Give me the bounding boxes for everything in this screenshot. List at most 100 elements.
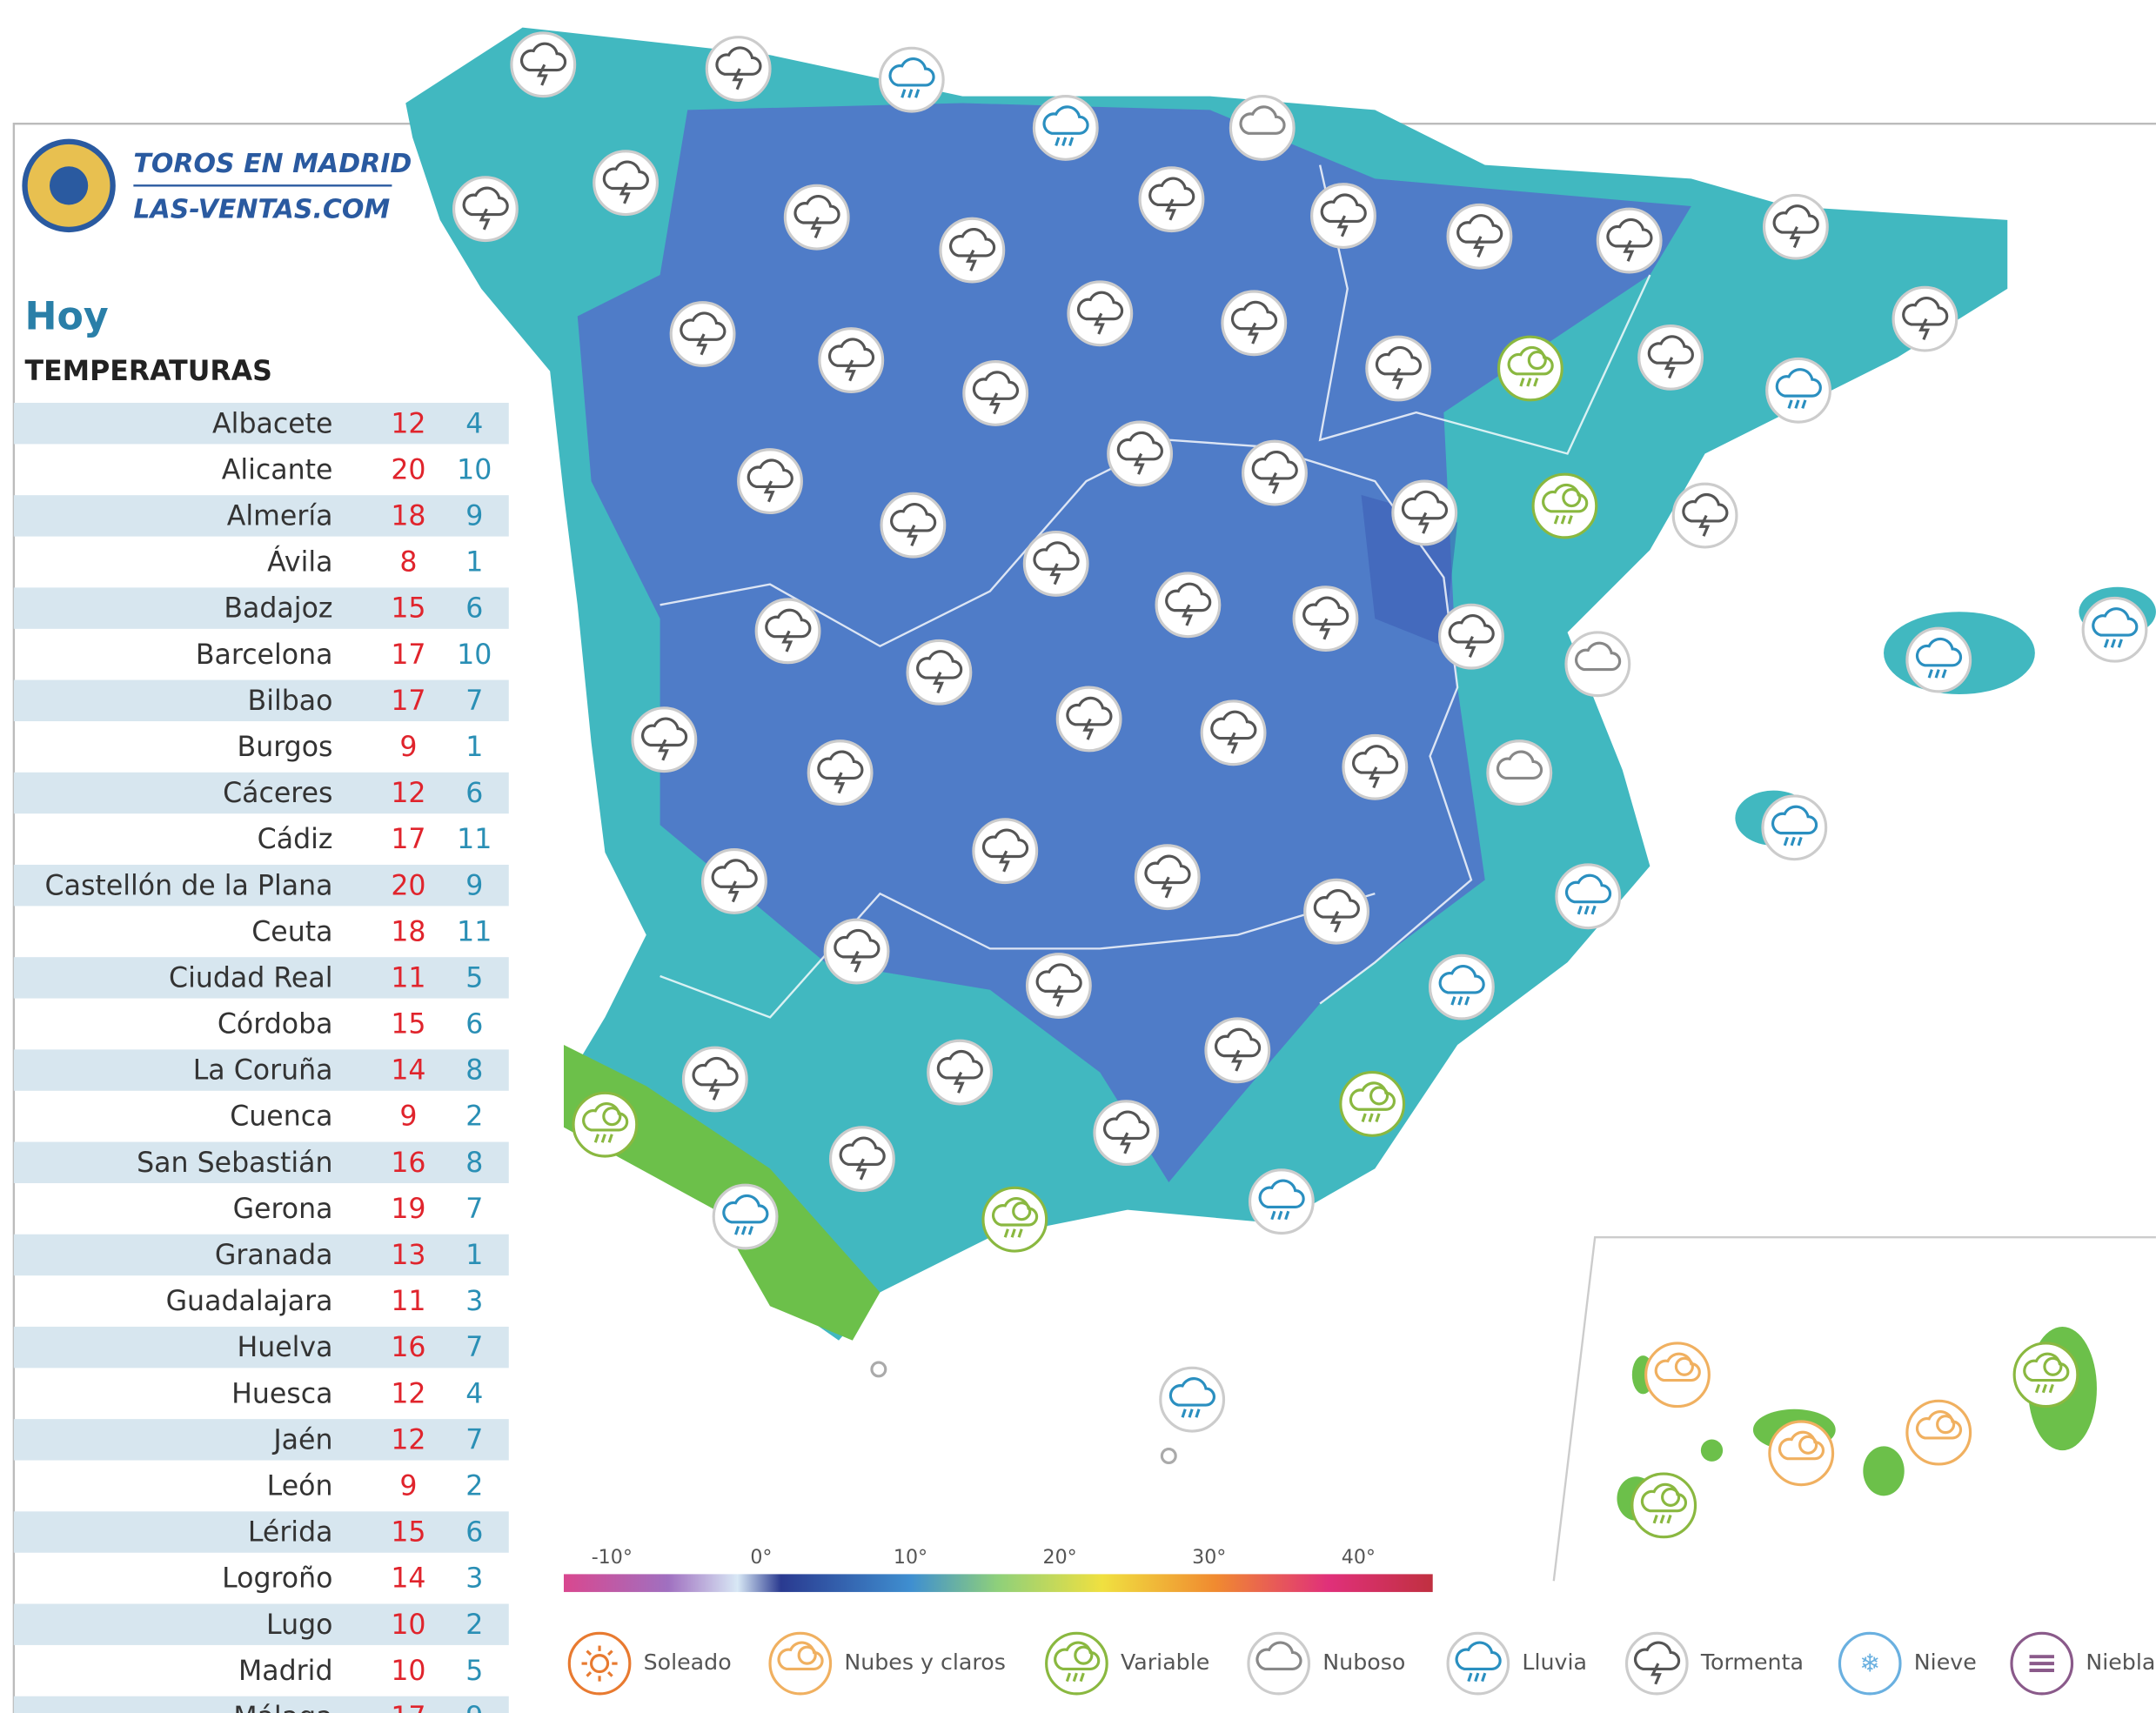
legend-label: Nuboso — [1322, 1649, 1405, 1675]
weather-icon — [808, 741, 872, 805]
weather-icon — [1673, 484, 1737, 547]
max-temperature: 18 — [391, 916, 425, 947]
max-temperature: 17 — [391, 686, 425, 717]
min-temperature: 11 — [457, 824, 492, 855]
weather-icon — [1034, 97, 1097, 160]
min-temperature: 2 — [465, 1609, 483, 1641]
legend-label: Lluvia — [1522, 1649, 1587, 1675]
weather-icon — [1294, 587, 1357, 651]
weather-icon — [825, 920, 888, 983]
logo-line-1: TOROS EN MADRID — [133, 149, 412, 179]
scale-label: -10° — [592, 1546, 633, 1569]
min-temperature: 2 — [465, 1101, 483, 1133]
weather-icon — [713, 1185, 777, 1248]
min-temperature: 6 — [465, 593, 483, 625]
logo-line-2: LAS-VENTAS.COM — [133, 194, 390, 224]
max-temperature: 18 — [391, 500, 425, 532]
min-temperature: 4 — [465, 1378, 483, 1409]
weather-icon — [2083, 598, 2146, 661]
weather-icon — [1057, 687, 1121, 751]
max-temperature: 12 — [391, 1424, 425, 1455]
weather-icon — [1764, 195, 1828, 258]
scale-label: 30° — [1192, 1546, 1226, 1569]
weather-icon — [880, 48, 943, 111]
city-name: Castellón de la Plana — [45, 870, 333, 901]
weather-icon — [1305, 880, 1369, 943]
weather-icon — [1440, 605, 1503, 668]
weather-icon — [974, 820, 1037, 883]
max-temperature: 20 — [391, 870, 425, 901]
row-background — [14, 1419, 509, 1460]
min-temperature: 9 — [465, 1702, 483, 1713]
min-temperature: 7 — [465, 1332, 483, 1363]
icon-snow: ❄ — [1859, 1649, 1880, 1678]
city-name: Lugo — [266, 1609, 332, 1641]
max-temperature: 17 — [391, 824, 425, 855]
weather-icon — [1488, 741, 1551, 805]
weather-icon — [1448, 204, 1511, 268]
min-temperature: 9 — [465, 500, 483, 532]
weather-icon — [1108, 422, 1172, 485]
legend-label: Nubes y claros — [844, 1649, 1006, 1675]
max-temperature: 20 — [391, 454, 425, 485]
weather-icon: ❄ — [1839, 1633, 1900, 1694]
scale-label: 20° — [1043, 1546, 1077, 1569]
scale-label: 0° — [750, 1546, 772, 1569]
city-name: San Sebastián — [137, 1148, 332, 1179]
max-temperature: 11 — [391, 1286, 425, 1317]
max-temperature: 14 — [391, 1055, 425, 1087]
min-temperature: 3 — [465, 1286, 483, 1317]
page: TOROS EN MADRID LAS-VENTAS.COM Hoy TEMPE… — [0, 0, 2156, 1713]
icon-circle — [569, 1633, 630, 1694]
weather-icon — [1024, 532, 1088, 596]
weather-icon — [739, 450, 802, 513]
min-temperature: 8 — [465, 1148, 483, 1179]
city-name: Cádiz — [258, 824, 333, 855]
city-name: Bilbao — [248, 686, 333, 717]
city-name: Jaén — [271, 1424, 332, 1455]
weather-icon — [1767, 358, 1831, 422]
weather-icon — [1893, 287, 1957, 351]
weather-icon — [1646, 1343, 1710, 1407]
legend-label: Variable — [1121, 1649, 1209, 1675]
max-temperature: 17 — [391, 639, 425, 671]
max-temperature: 9 — [399, 732, 417, 763]
max-temperature: 10 — [391, 1609, 425, 1641]
weather-icon — [569, 1633, 630, 1694]
city-name: León — [267, 1471, 333, 1502]
weather-icon — [706, 37, 770, 101]
weather-icon — [1161, 1368, 1224, 1431]
weather-icon — [703, 850, 767, 913]
max-temperature: 12 — [391, 778, 425, 809]
weather-icon — [671, 303, 734, 366]
color-scale — [564, 1574, 1433, 1592]
max-temperature: 8 — [399, 547, 417, 579]
weather-icon — [941, 218, 1004, 282]
min-temperature: 6 — [465, 778, 483, 809]
min-temperature: 7 — [465, 1424, 483, 1455]
max-temperature: 9 — [399, 1471, 417, 1502]
weather-icon — [683, 1047, 747, 1111]
weather-icon — [1206, 1019, 1269, 1082]
weather-icon — [1230, 97, 1294, 160]
legend-label: Nieve — [1914, 1649, 1977, 1675]
max-temperature: 11 — [391, 962, 425, 994]
city-name: La Coruña — [193, 1055, 333, 1087]
weather-icon — [1430, 955, 1494, 1019]
weather-icon — [1566, 632, 1630, 696]
legend-label: Soleado — [644, 1649, 732, 1675]
city-name: Burgos — [238, 732, 333, 763]
min-temperature: 1 — [465, 1240, 483, 1271]
logo: TOROS EN MADRID LAS-VENTAS.COM — [25, 142, 412, 230]
max-temperature: 14 — [391, 1563, 425, 1595]
weather-icon — [573, 1093, 637, 1156]
scale-label: 40° — [1342, 1546, 1376, 1569]
weather-icon — [1095, 1101, 1158, 1165]
weather-icon — [983, 1188, 1047, 1251]
min-temperature: 2 — [465, 1471, 483, 1502]
weather-icon — [785, 185, 848, 249]
weather-icon — [1499, 337, 1563, 400]
city-name: Badajoz — [224, 593, 332, 625]
max-temperature: 15 — [391, 1517, 425, 1549]
